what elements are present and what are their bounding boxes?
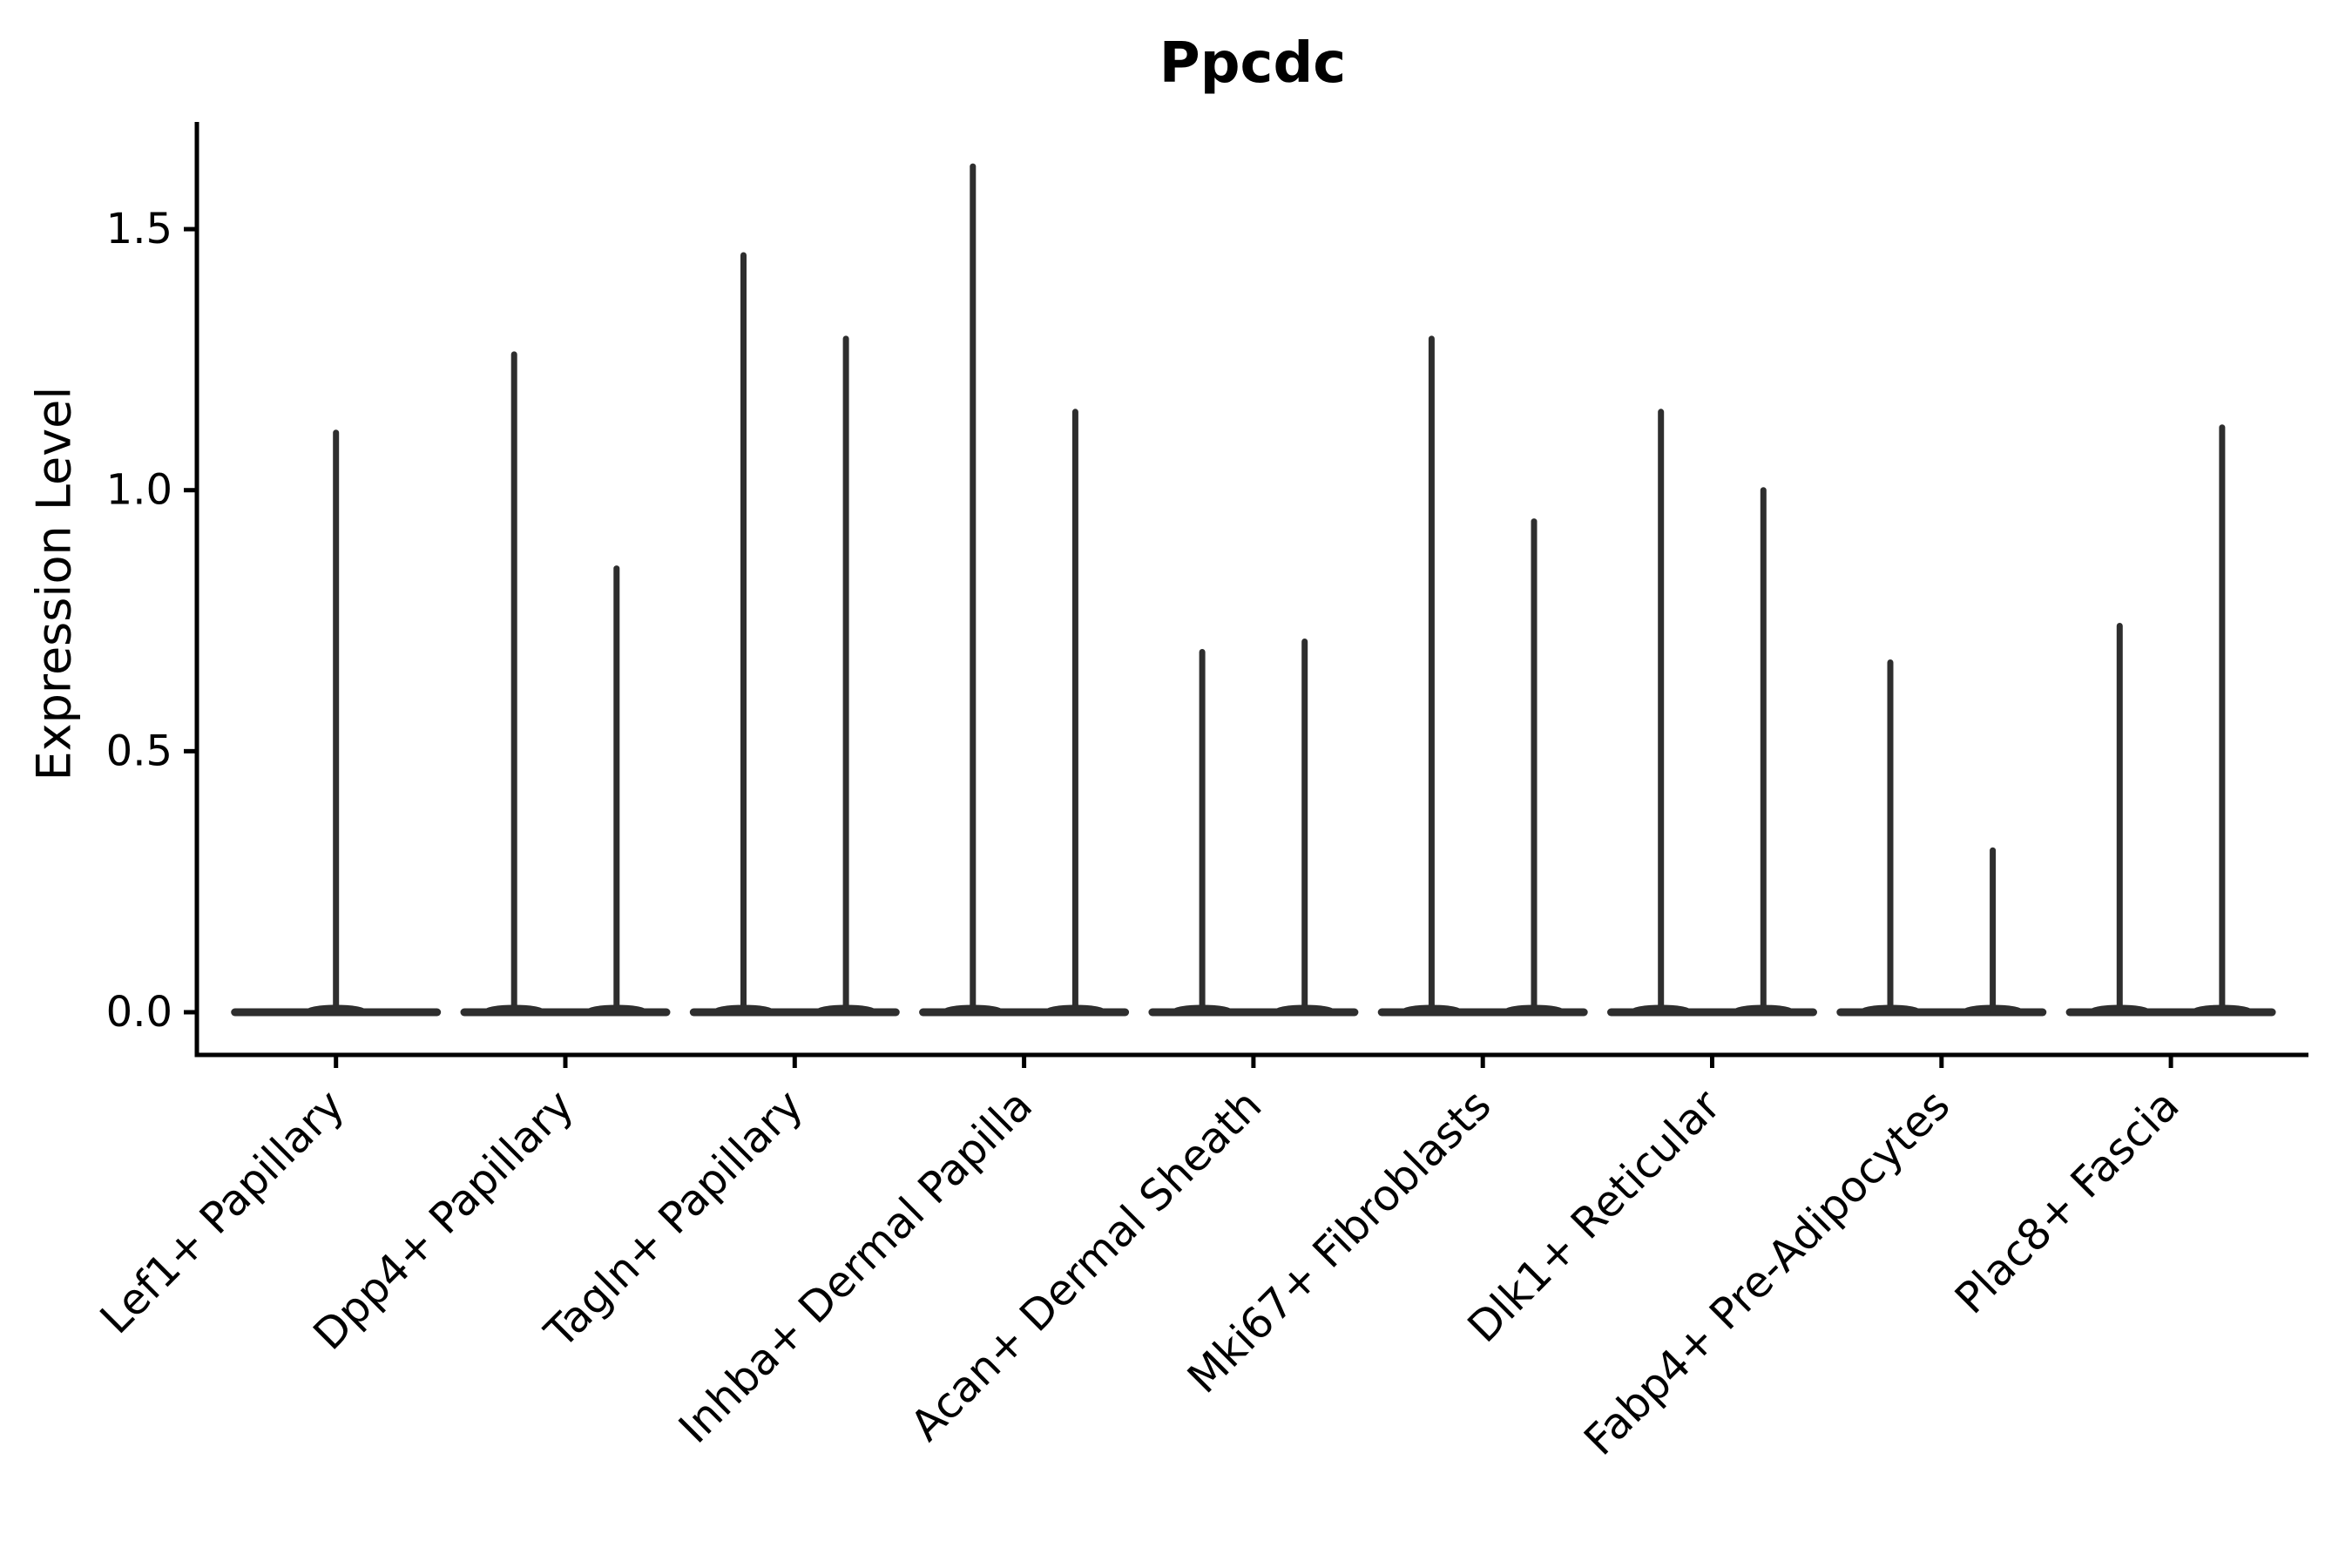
y-tick-label: 0.5: [106, 727, 172, 775]
x-tick-label: Lef1+ Papillary: [91, 1080, 354, 1343]
y-tick-label: 1.0: [106, 466, 172, 515]
y-tick-label: 1.5: [106, 205, 172, 253]
chart-title: Ppcdc: [1159, 31, 1347, 96]
x-tick-label: Fabp4+ Pre-Adipocytes: [1575, 1080, 1960, 1465]
x-tick-label: Plac8+ Fascia: [1945, 1080, 2188, 1323]
x-tick-label: Dlk1+ Reticular: [1458, 1080, 1731, 1353]
y-tick-label: 0.0: [106, 988, 172, 1037]
